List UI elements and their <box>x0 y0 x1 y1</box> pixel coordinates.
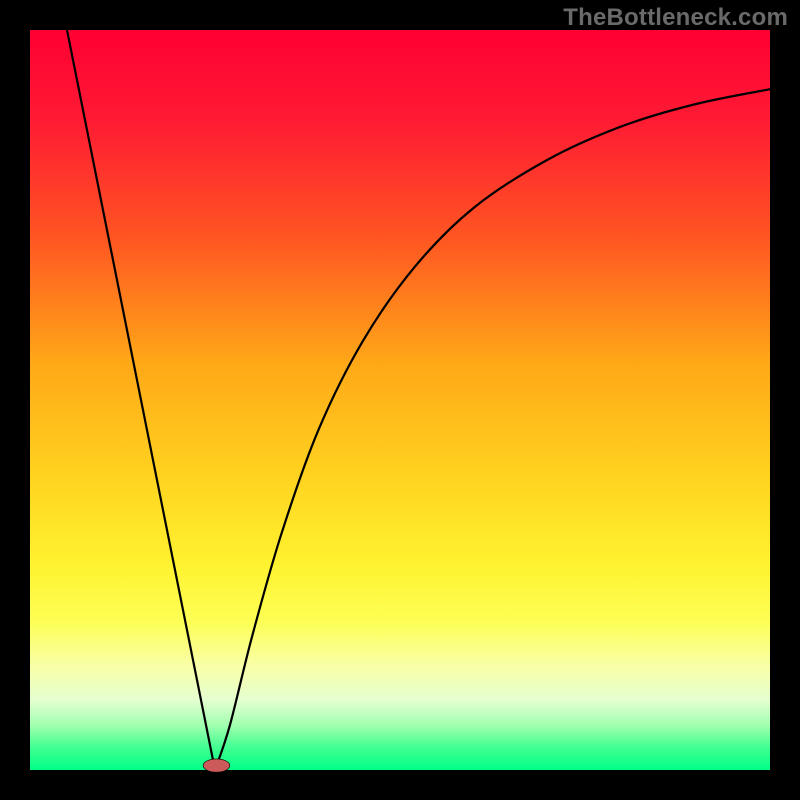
watermark-text: TheBottleneck.com <box>563 4 788 32</box>
optimal-marker <box>203 759 230 772</box>
bottleneck-chart <box>0 0 800 800</box>
chart-container: TheBottleneck.com <box>0 0 800 800</box>
